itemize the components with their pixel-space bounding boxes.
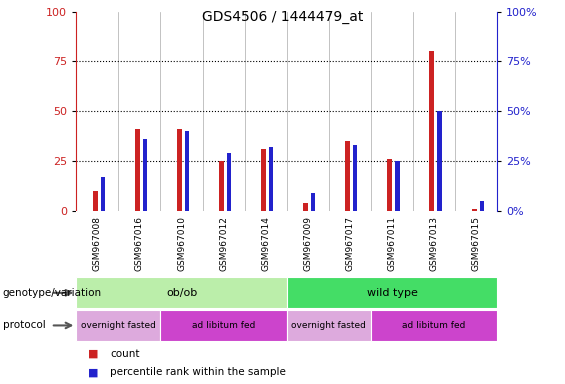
Text: count: count xyxy=(110,349,140,359)
Bar xyxy=(287,310,371,341)
Text: GSM967010: GSM967010 xyxy=(177,217,186,271)
Bar xyxy=(353,145,358,211)
Text: GSM967015: GSM967015 xyxy=(472,217,481,271)
Bar xyxy=(101,177,105,211)
Bar xyxy=(76,310,160,341)
Text: GDS4506 / 1444479_at: GDS4506 / 1444479_at xyxy=(202,10,363,23)
Bar xyxy=(345,141,350,211)
Bar xyxy=(135,129,140,211)
Text: genotype/variation: genotype/variation xyxy=(3,288,102,298)
Bar xyxy=(371,310,497,341)
Text: GSM967009: GSM967009 xyxy=(303,217,312,271)
Text: GSM967008: GSM967008 xyxy=(93,217,102,271)
Text: GSM967012: GSM967012 xyxy=(219,217,228,271)
Text: overnight fasted: overnight fasted xyxy=(81,321,156,330)
Text: GSM967016: GSM967016 xyxy=(135,217,144,271)
Text: protocol: protocol xyxy=(3,320,46,331)
Text: ■: ■ xyxy=(88,367,98,377)
Bar xyxy=(227,153,231,211)
Bar xyxy=(480,201,484,211)
Text: ■: ■ xyxy=(88,349,98,359)
Bar xyxy=(143,139,147,211)
Bar xyxy=(76,277,287,308)
Bar xyxy=(388,159,392,211)
Bar xyxy=(160,310,287,341)
Text: wild type: wild type xyxy=(367,288,418,298)
Bar xyxy=(429,51,434,211)
Text: overnight fasted: overnight fasted xyxy=(292,321,366,330)
Bar xyxy=(177,129,182,211)
Bar xyxy=(185,131,189,211)
Bar xyxy=(219,161,224,211)
Text: GSM967011: GSM967011 xyxy=(388,217,397,271)
Text: GSM967013: GSM967013 xyxy=(429,217,438,271)
Text: ad libitum fed: ad libitum fed xyxy=(402,321,466,330)
Bar xyxy=(93,191,98,211)
Bar xyxy=(311,193,315,211)
Bar xyxy=(261,149,266,211)
Bar xyxy=(437,111,442,211)
Bar xyxy=(303,203,308,211)
Bar xyxy=(472,209,476,211)
Bar xyxy=(287,277,497,308)
Text: percentile rank within the sample: percentile rank within the sample xyxy=(110,367,286,377)
Text: ad libitum fed: ad libitum fed xyxy=(192,321,255,330)
Text: ob/ob: ob/ob xyxy=(166,288,197,298)
Bar xyxy=(269,147,273,211)
Bar xyxy=(396,161,399,211)
Text: GSM967014: GSM967014 xyxy=(261,217,270,271)
Text: GSM967017: GSM967017 xyxy=(345,217,354,271)
